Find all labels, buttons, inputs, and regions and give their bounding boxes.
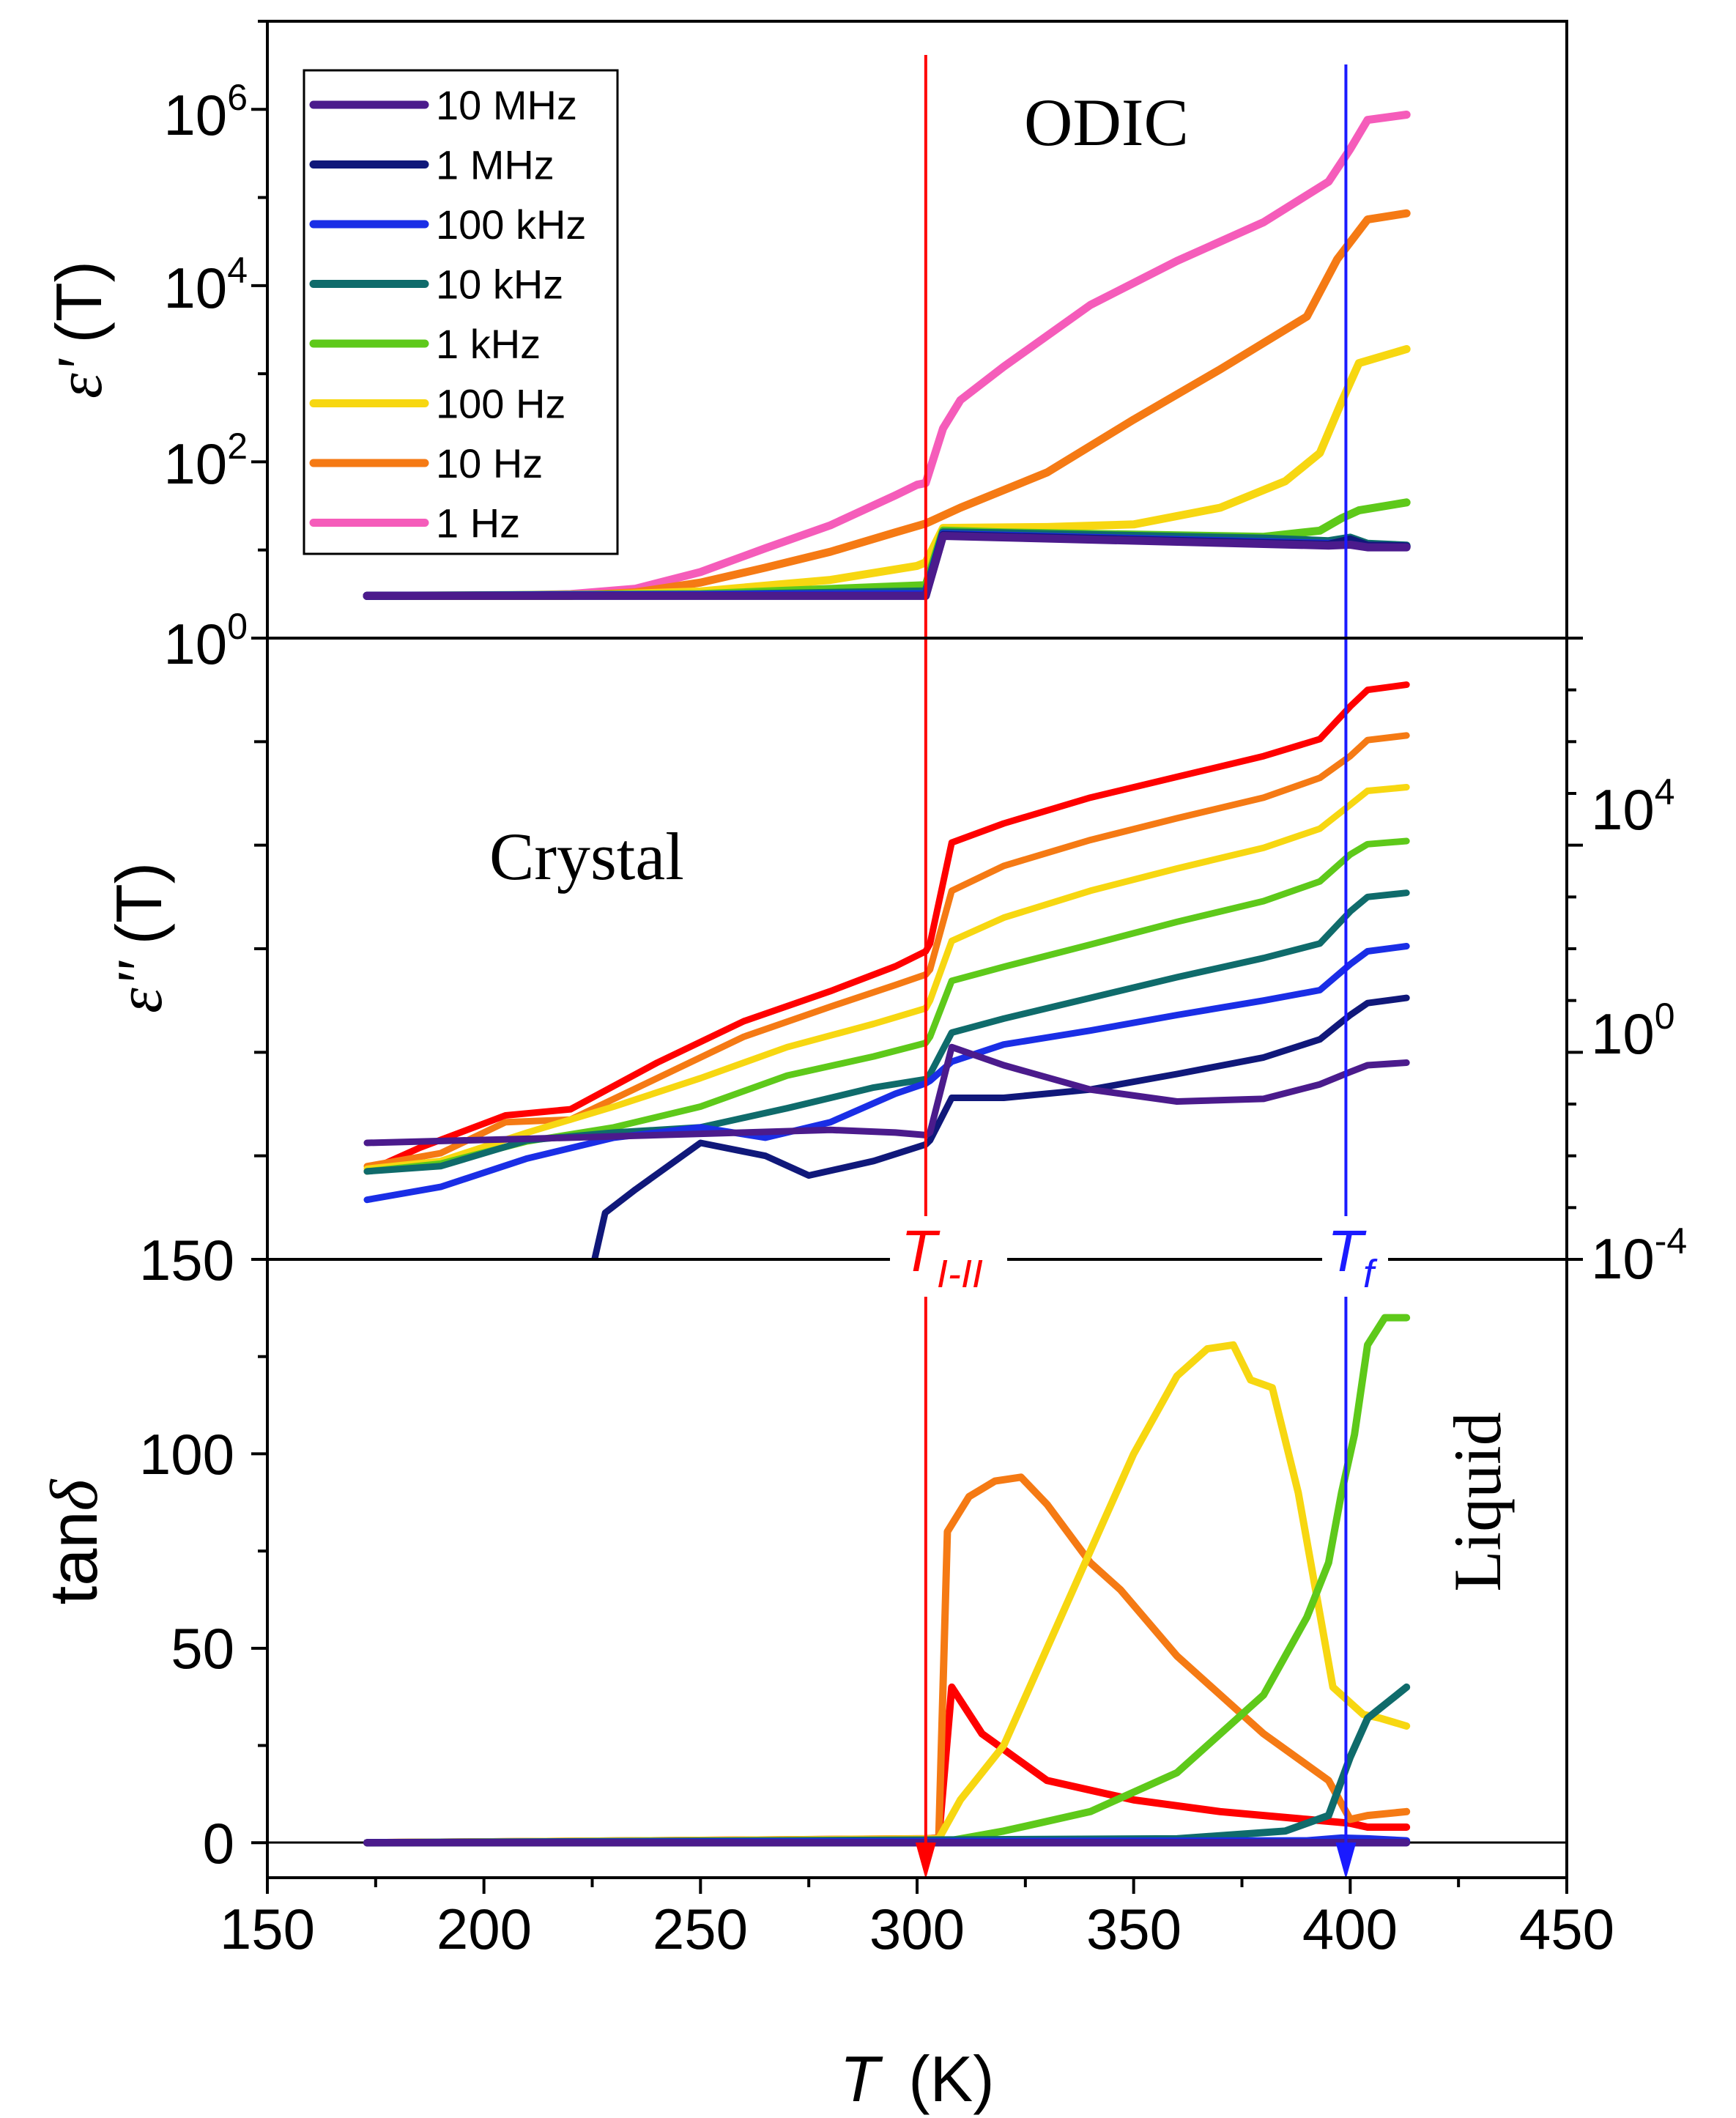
t-i-ii-label-bg (890, 1216, 1007, 1297)
epsilon-double-prime-y-tick-labels: 10-4 100 104 (1591, 771, 1687, 1291)
y-tick-label: 100 (139, 1422, 234, 1486)
legend-label: 10 MHz (436, 82, 577, 128)
y-tick-label: 102 (163, 426, 248, 496)
epsilon-double-prime-series (363, 681, 1410, 1259)
epsilon-double-prime-axis-title: ε"(T) (103, 862, 176, 1013)
y-tick-label: 100 (1591, 996, 1675, 1066)
tan_delta-series-1-khz (363, 1314, 1411, 1847)
legend-label: 10 kHz (436, 262, 563, 308)
epsilon_double_prime-series-100-khz (363, 943, 1410, 1204)
tan_delta-series-10-hz (363, 1473, 1411, 1847)
epsilon_prime-series-1-hz (363, 111, 1411, 600)
odic-label: ODIC (1024, 85, 1189, 160)
y-tick-label: 104 (1591, 771, 1675, 842)
transition-line-t-i-ii-arrow (915, 1843, 936, 1879)
tan_delta-series-100-hz (363, 1341, 1411, 1847)
transition-line-t-f-arrow (1335, 1843, 1357, 1879)
epsilon_double_prime-series-100-hz (363, 784, 1410, 1172)
tan-delta-y-tick-labels: 0 50 100 150 (139, 1228, 234, 1876)
legend-label: 100 Hz (436, 381, 565, 427)
transition-markers (915, 55, 1357, 1879)
crystal-label: Crystal (489, 819, 684, 894)
epsilon_double_prime-series-eps2_top (363, 681, 1410, 1175)
x-tick-labels: 150 200 250 300 350 400 450 (220, 1897, 1614, 1961)
legend: 10 MHz 1 MHz 100 kHz 10 kHz 1 kHz 100 Hz 10 Hz… (303, 69, 619, 555)
legend-label: 10 Hz (436, 440, 543, 486)
epsilon_double_prime-series-10-mhz (363, 1043, 1410, 1147)
t-f-label-bg (1322, 1216, 1388, 1297)
x-tick-label: 200 (437, 1897, 532, 1961)
y-tick-label: 150 (139, 1228, 234, 1292)
legend-label: 1 MHz (436, 142, 554, 188)
y-tick-label: 100 (163, 606, 248, 676)
tan-delta-series (363, 1314, 1411, 1847)
y-tick-label: 10-4 (1591, 1221, 1687, 1291)
epsilon_double_prime-series-1-khz (363, 837, 1410, 1175)
x-tick-label: 300 (869, 1897, 965, 1961)
x-tick-label: 350 (1086, 1897, 1182, 1961)
tan-delta-axis-title: tanδ (37, 1478, 111, 1604)
y-tick-label: 106 (163, 77, 248, 147)
epsilon_double_prime-series-1-mhz (591, 994, 1410, 1259)
x-axis-title: T (K) (839, 2043, 994, 2115)
t-f-label: Tf (1327, 1218, 1378, 1296)
x-tick-label: 450 (1519, 1897, 1614, 1961)
y-tick-label: 104 (163, 250, 248, 320)
epsilon-prime-y-tick-labels: 100 102 104 106 (163, 77, 248, 676)
x-tick-label: 400 (1302, 1897, 1398, 1961)
x-tick-label: 250 (653, 1897, 748, 1961)
panel-frame-tan-delta (266, 1258, 1568, 1879)
liquid-label: Liquid (1440, 1412, 1515, 1591)
y-tick-label: 50 (171, 1616, 234, 1681)
axis-ticks (251, 20, 1583, 1894)
x-tick-label: 150 (220, 1897, 315, 1961)
y-tick-label: 0 (203, 1811, 234, 1876)
legend-label: 1 Hz (436, 500, 520, 547)
legend-label: 100 kHz (436, 201, 586, 248)
legend-box (303, 69, 619, 555)
epsilon-prime-axis-title: ε'(T) (42, 261, 116, 399)
epsilon_prime-series-10-hz (363, 209, 1411, 600)
epsilon_prime-series-100-hz (363, 345, 1411, 600)
t-i-ii-label: TI-II (901, 1218, 983, 1296)
legend-label: 1 kHz (436, 321, 541, 367)
